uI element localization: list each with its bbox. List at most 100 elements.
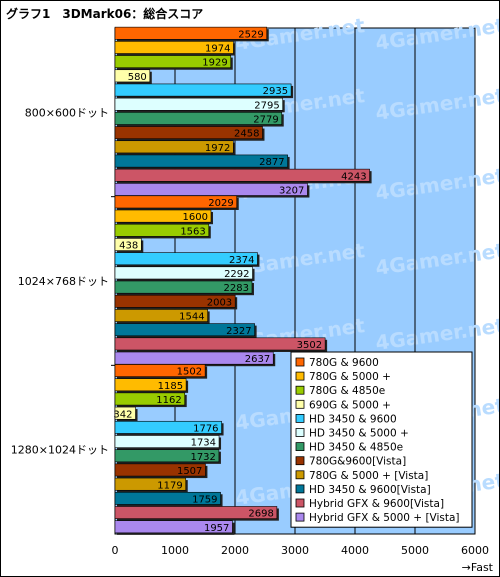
bar-value-label: 1544 <box>179 312 204 323</box>
legend-label: Hybrid GFX & 9600[Vista] <box>309 498 444 510</box>
legend-label: HD 3450 & 9600 <box>309 413 397 425</box>
bar <box>114 435 220 448</box>
bar <box>114 323 255 337</box>
bar <box>114 83 292 97</box>
bar <box>114 266 253 280</box>
bar-value-label: 1563 <box>180 226 205 237</box>
bar <box>114 506 278 519</box>
bar-value-label: 2795 <box>254 100 279 111</box>
bar-value-label: 1600 <box>183 212 208 223</box>
bar-value-label: 2374 <box>229 255 254 266</box>
bar-value-label: 2283 <box>224 283 249 294</box>
legend-swatch <box>295 371 305 381</box>
bar <box>114 392 186 406</box>
bar <box>114 154 288 168</box>
bar-value-label: 2327 <box>226 326 251 337</box>
bar-value-label: 580 <box>128 72 147 83</box>
legend-label: 780G&9600[Vista] <box>309 456 406 468</box>
bar-value-label: 1734 <box>191 438 216 449</box>
category-label: 1280×1024ドット <box>11 444 109 457</box>
legend-label: HD 3450 & 9600[Vista] <box>309 484 431 496</box>
bar-value-label: 2779 <box>253 115 278 126</box>
legend-label: HD 3450 & 4850e <box>309 442 403 454</box>
bar-value-label: 3207 <box>279 186 304 197</box>
bar-value-label: 1502 <box>177 367 202 378</box>
legend-swatch <box>295 442 305 452</box>
bar-value-label: 1185 <box>158 381 183 392</box>
legend-box <box>290 351 473 528</box>
bar <box>114 491 221 505</box>
bar <box>114 112 283 125</box>
bar <box>114 294 236 308</box>
bar <box>114 223 210 237</box>
bar <box>114 309 208 322</box>
legend-label: Hybrid GFX & 5000 + [Vista] <box>309 512 460 524</box>
bar-value-label: 1732 <box>190 452 215 463</box>
x-tick-label: 6000 <box>461 544 489 557</box>
bar-value-label: 2458 <box>234 129 259 140</box>
bar-value-label: 1972 <box>205 143 230 154</box>
bar-value-label: 1179 <box>157 480 182 491</box>
legend-swatch <box>295 385 305 395</box>
bar <box>114 26 268 40</box>
legend-swatch <box>295 456 305 466</box>
bar-value-label: 2637 <box>245 354 270 365</box>
bar-value-label: 2698 <box>248 509 273 520</box>
bar <box>114 477 187 491</box>
legend-swatch <box>295 512 305 522</box>
bar-value-label: 4243 <box>341 171 366 182</box>
bar <box>114 238 142 251</box>
category-label: 1024×768ドット <box>18 275 109 288</box>
legend-label: 780G & 9600 <box>309 357 379 369</box>
bar <box>114 406 136 420</box>
bar <box>114 69 151 83</box>
x-tick-label: 4000 <box>341 544 369 557</box>
bar-value-label: 3502 <box>297 340 322 351</box>
bar <box>114 449 220 463</box>
legend-swatch <box>295 357 305 367</box>
bar <box>114 126 263 140</box>
bar-value-label: 342 <box>113 409 132 420</box>
bar <box>114 520 233 534</box>
bar <box>114 252 258 266</box>
legend-swatch <box>295 498 305 508</box>
bar <box>114 364 206 377</box>
bar <box>114 140 234 154</box>
legend-swatch <box>295 399 305 409</box>
legend-label: 780G & 5000 + [Vista] <box>309 470 428 482</box>
bar-value-label: 2935 <box>263 86 288 97</box>
bar <box>114 420 222 434</box>
legend-label: 780G & 5000 + <box>309 371 391 383</box>
bar-value-label: 1507 <box>177 466 202 477</box>
bar-value-label: 1776 <box>193 423 218 434</box>
x-tick-label: 2000 <box>221 544 249 557</box>
bar <box>114 97 283 111</box>
bar-value-label: 2877 <box>259 157 284 168</box>
legend-label: HD 3450 & 5000 + <box>309 428 409 440</box>
bar <box>114 209 212 223</box>
chart-title: グラフ1 3DMark06：総合スコア <box>6 7 204 21</box>
bar <box>114 41 234 54</box>
bar-value-label: 2029 <box>208 198 233 209</box>
category-label: 800×600ドット <box>25 106 109 119</box>
bar <box>114 463 206 477</box>
bar-value-label: 1957 <box>204 523 229 534</box>
bar-value-label: 1759 <box>192 494 217 505</box>
x-tick-label: 1000 <box>161 544 189 557</box>
bar-value-label: 2292 <box>224 269 249 280</box>
bar <box>114 378 187 392</box>
bar <box>114 195 238 209</box>
x-axis-label: →Fast <box>462 561 494 574</box>
legend-swatch <box>295 413 305 423</box>
bar-value-label: 1929 <box>202 58 227 69</box>
bar-value-label: 1974 <box>205 44 230 55</box>
legend-swatch <box>295 484 305 494</box>
x-tick-label: 5000 <box>401 544 429 557</box>
bar <box>114 168 370 182</box>
bar <box>114 280 253 294</box>
bar <box>114 337 326 351</box>
bar-value-label: 2529 <box>238 29 263 40</box>
bar-value-label: 438 <box>119 241 138 252</box>
